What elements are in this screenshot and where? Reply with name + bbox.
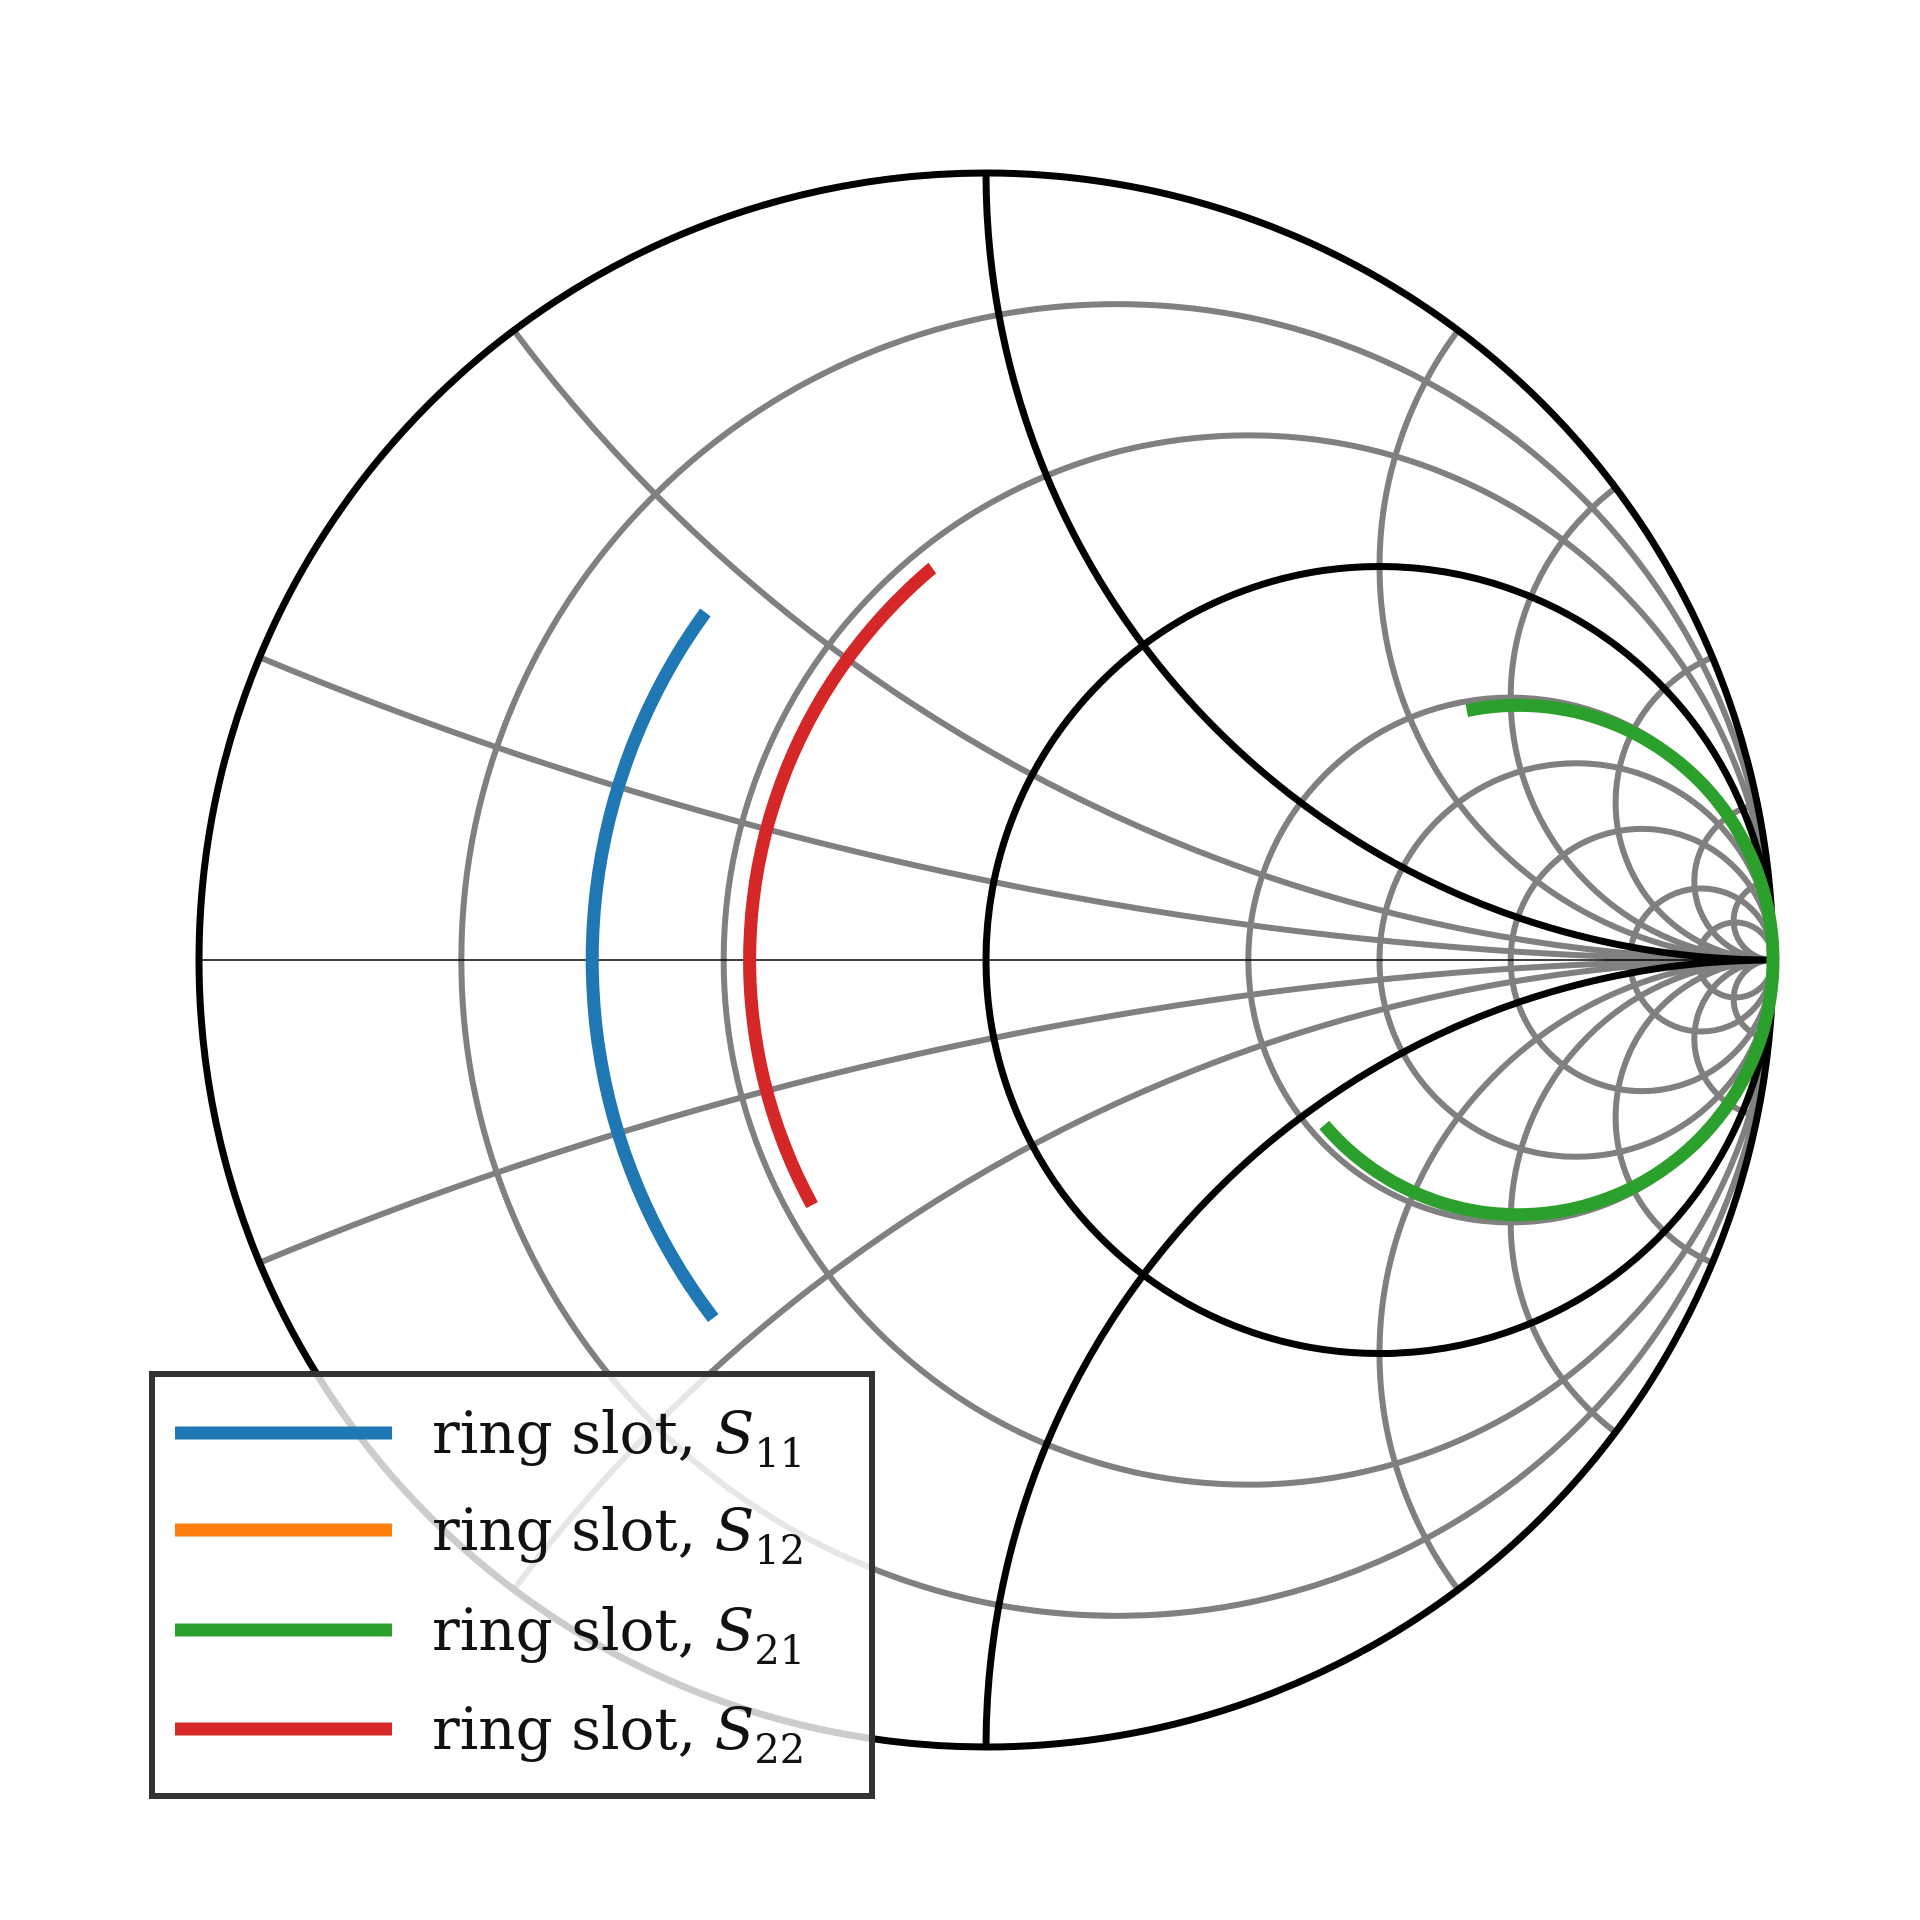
reactance-arc-neg-20 <box>1730 957 1773 1042</box>
series-layer <box>585 562 1780 1323</box>
reactance-arc-pos-20 <box>1730 878 1773 964</box>
legend-label-s22: ring slot, S22 <box>432 1695 805 1773</box>
reactance-arc-pos-0.5 <box>199 173 1773 963</box>
series-line-s22 <box>743 562 937 1209</box>
legend-label-s12: ring slot, S12 <box>432 1496 805 1574</box>
reactance-arc-neg-10 <box>1691 956 1773 1121</box>
legend-label-s21: ring slot, S21 <box>432 1596 805 1674</box>
legend: ring slot, S11 ring slot, S12 ring slot,… <box>149 1371 875 1799</box>
reactance-arc-pos-0.2 <box>199 173 1773 963</box>
series-line-s21 <box>1319 698 1780 1222</box>
series-line-s11 <box>585 608 719 1323</box>
reactance-arc-pos-10 <box>1691 799 1773 963</box>
reactance-arc-pos-2 <box>1376 173 1773 963</box>
reactance-arc-neg-2 <box>1376 957 1773 1747</box>
legend-label-s11: ring slot, S11 <box>432 1399 805 1477</box>
